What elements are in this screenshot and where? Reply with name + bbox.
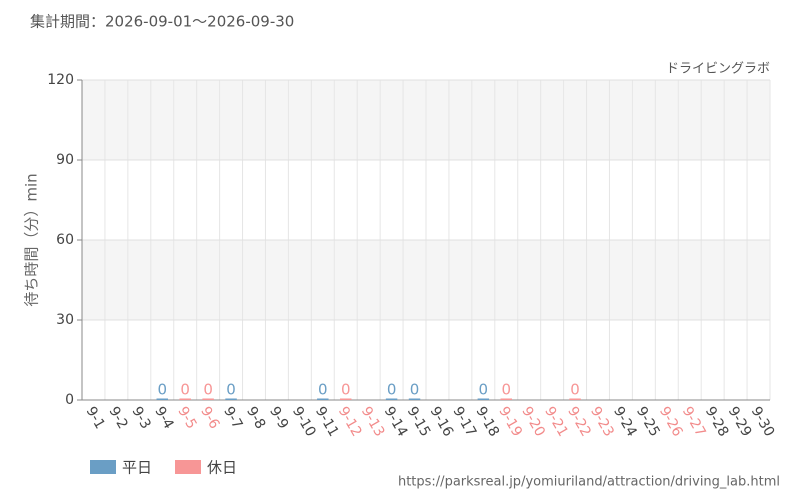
chart-title: 集計期間：2026-09-01～2026-09-30 — [30, 13, 294, 31]
bar — [179, 398, 191, 400]
y-axis-label: 待ち時間（分）min — [23, 173, 41, 306]
data-label: 0 — [203, 381, 213, 399]
x-tick-label: 9-2 — [105, 404, 130, 432]
bar — [500, 398, 512, 400]
y-tick-label: 60 — [56, 232, 74, 248]
x-tick-label: 9-26 — [656, 404, 686, 440]
data-label: 0 — [570, 381, 580, 399]
x-tick-label: 9-8 — [243, 404, 268, 432]
x-tick-label: 9-20 — [518, 404, 548, 440]
y-tick-label: 30 — [56, 312, 74, 328]
data-label: 0 — [341, 381, 351, 399]
bar — [408, 398, 421, 400]
y-tick-label: 90 — [56, 152, 74, 168]
x-tick-label: 9-9 — [266, 404, 291, 432]
x-tick-label: 9-29 — [725, 404, 755, 440]
bar — [202, 398, 214, 400]
x-tick-label: 9-14 — [381, 404, 411, 440]
data-label: 0 — [387, 381, 397, 399]
x-tick-label: 9-4 — [151, 404, 176, 432]
legend-label: 平日 — [122, 459, 152, 477]
bar — [569, 398, 581, 400]
x-tick-label: 9-25 — [633, 404, 663, 440]
chart-subtitle: ドライビングラボ — [666, 62, 770, 77]
y-tick-label: 120 — [47, 72, 74, 88]
x-tick-label: 9-18 — [472, 404, 502, 440]
x-tick-label: 9-17 — [449, 404, 479, 440]
x-tick-label: 9-23 — [587, 404, 617, 440]
x-tick-label: 9-7 — [220, 404, 245, 432]
x-tick-label: 9-3 — [128, 404, 153, 432]
x-tick-label: 9-6 — [197, 404, 222, 432]
bar — [225, 398, 237, 400]
data-label: 0 — [318, 381, 328, 399]
x-tick-label: 9-5 — [174, 404, 199, 432]
x-tick-label: 9-24 — [610, 404, 640, 440]
x-tick-label: 9-27 — [679, 404, 709, 440]
bar — [317, 398, 329, 400]
data-label: 0 — [180, 381, 190, 399]
data-label: 0 — [501, 381, 511, 399]
source-url: https://parksreal.jp/yomiuriland/attract… — [398, 475, 780, 490]
legend-swatch — [90, 460, 116, 474]
x-tick-label: 9-28 — [702, 404, 732, 440]
x-tick-label: 9-12 — [335, 404, 365, 440]
bar — [477, 398, 490, 400]
x-tick-label: 9-22 — [564, 404, 594, 440]
x-tick-label: 9-19 — [495, 404, 525, 440]
x-tick-label: 9-30 — [748, 404, 778, 440]
bar — [156, 398, 168, 400]
x-tick-label: 9-1 — [83, 404, 108, 432]
legend-label: 休日 — [207, 459, 237, 477]
y-tick-label: 0 — [65, 392, 74, 408]
bar — [340, 398, 352, 400]
data-label: 0 — [157, 381, 167, 399]
x-tick-label: 9-10 — [289, 404, 319, 440]
x-tick-label: 9-15 — [404, 404, 434, 440]
x-tick-label: 9-11 — [312, 404, 342, 440]
x-tick-label: 9-13 — [358, 404, 388, 440]
data-label: 0 — [226, 381, 236, 399]
bar — [385, 398, 398, 400]
x-tick-label: 9-21 — [541, 404, 571, 440]
data-label: 0 — [479, 381, 489, 399]
x-tick-label: 9-16 — [427, 404, 457, 440]
legend-swatch — [175, 460, 201, 474]
data-label: 0 — [410, 381, 420, 399]
